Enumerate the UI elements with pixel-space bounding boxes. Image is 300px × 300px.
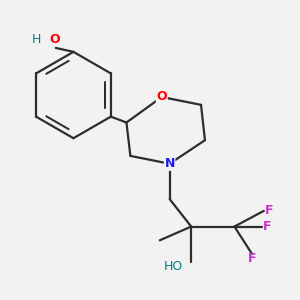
Text: O: O: [50, 33, 60, 46]
Text: H: H: [32, 33, 42, 46]
Text: F: F: [265, 204, 274, 218]
Text: N: N: [164, 157, 175, 170]
Text: F: F: [248, 252, 256, 265]
Text: O: O: [157, 91, 167, 103]
Text: F: F: [263, 220, 272, 233]
Text: HO: HO: [164, 260, 183, 273]
